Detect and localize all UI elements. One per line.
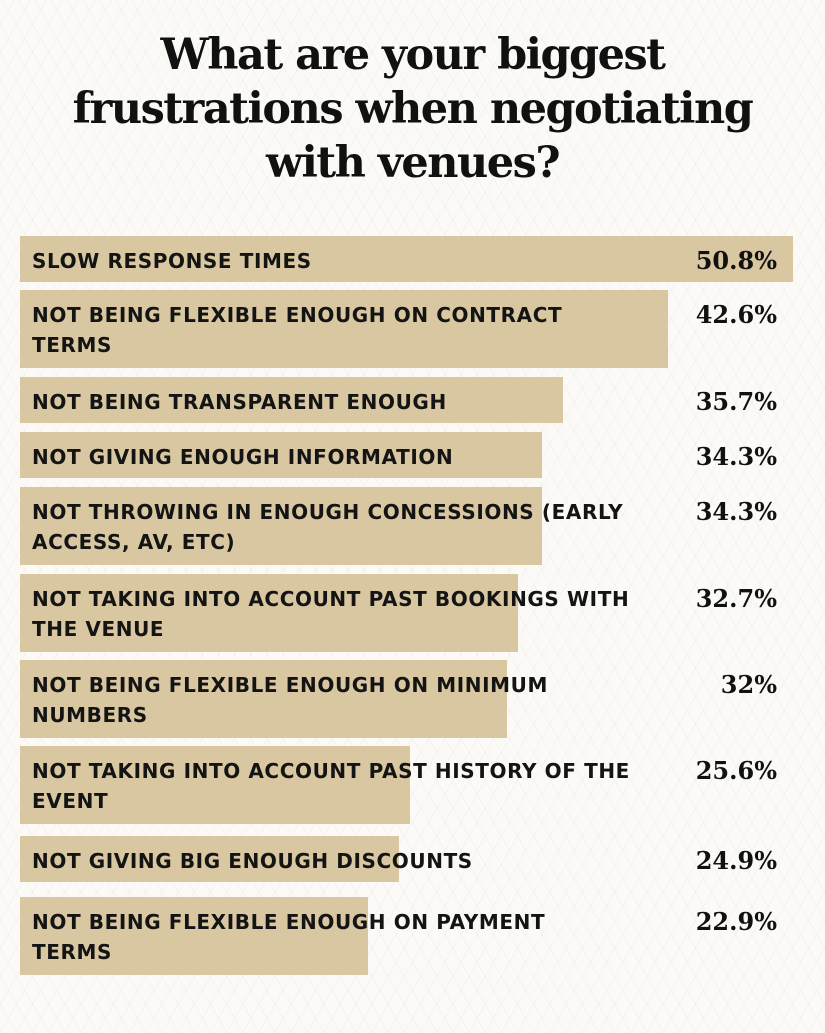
bar-value-label: 25.6% — [695, 756, 777, 785]
bar-row: Not being flexible enough on contract te… — [20, 290, 805, 368]
bar-label: Not taking into account past bookings wi… — [32, 587, 630, 641]
bar-label: Not giving big enough discounts — [32, 849, 473, 873]
bar — [20, 746, 410, 824]
bar-row: Not taking into account past bookings wi… — [20, 574, 805, 652]
bar-value-label: 24.9% — [695, 846, 777, 875]
bar-label: Not being flexible enough on payment ter… — [32, 910, 546, 964]
bar-row: Not giving enough information 34.3% — [20, 432, 805, 478]
bar-value-label: 22.9% — [695, 907, 777, 936]
bar — [20, 660, 507, 738]
bar — [20, 897, 368, 975]
chart-title: What are your biggest frustrations when … — [72, 30, 754, 188]
bar-label: Slow response times — [32, 249, 312, 273]
bar — [20, 487, 542, 565]
bar-row: Not taking into account past history of … — [20, 746, 805, 824]
bar-row: Slow response times 50.8% — [20, 236, 805, 282]
bar-value-label: 32% — [720, 670, 777, 699]
bar — [20, 836, 399, 882]
bar-row: Not being transparent enough 35.7% — [20, 377, 805, 423]
bar-row: Not giving big enough discounts 24.9% — [20, 836, 805, 882]
bar-label: Not being flexible enough on contract te… — [32, 303, 563, 357]
bar-label: Not being transparent enough — [32, 390, 447, 414]
bar — [20, 290, 668, 368]
bar-label: Not throwing in enough concessions (earl… — [32, 500, 624, 554]
bar — [20, 236, 793, 282]
bar-value-label: 50.8% — [695, 246, 777, 275]
bar-value-label: 34.3% — [695, 442, 777, 471]
bar-row: Not being flexible enough on minimum num… — [20, 660, 805, 738]
bar — [20, 377, 563, 423]
bar-label: Not giving enough information — [32, 445, 454, 469]
bar-row: Not being flexible enough on payment ter… — [20, 897, 805, 975]
bar — [20, 432, 542, 478]
bar-label: Not being flexible enough on minimum num… — [32, 673, 548, 727]
bar-value-label: 34.3% — [695, 497, 777, 526]
bar-value-label: 42.6% — [695, 300, 777, 329]
bar-label: Not taking into account past history of … — [32, 759, 630, 813]
bar-value-label: 32.7% — [695, 584, 777, 613]
bar — [20, 574, 518, 652]
bar-value-label: 35.7% — [695, 387, 777, 416]
bar-row: Not throwing in enough concessions (earl… — [20, 487, 805, 565]
